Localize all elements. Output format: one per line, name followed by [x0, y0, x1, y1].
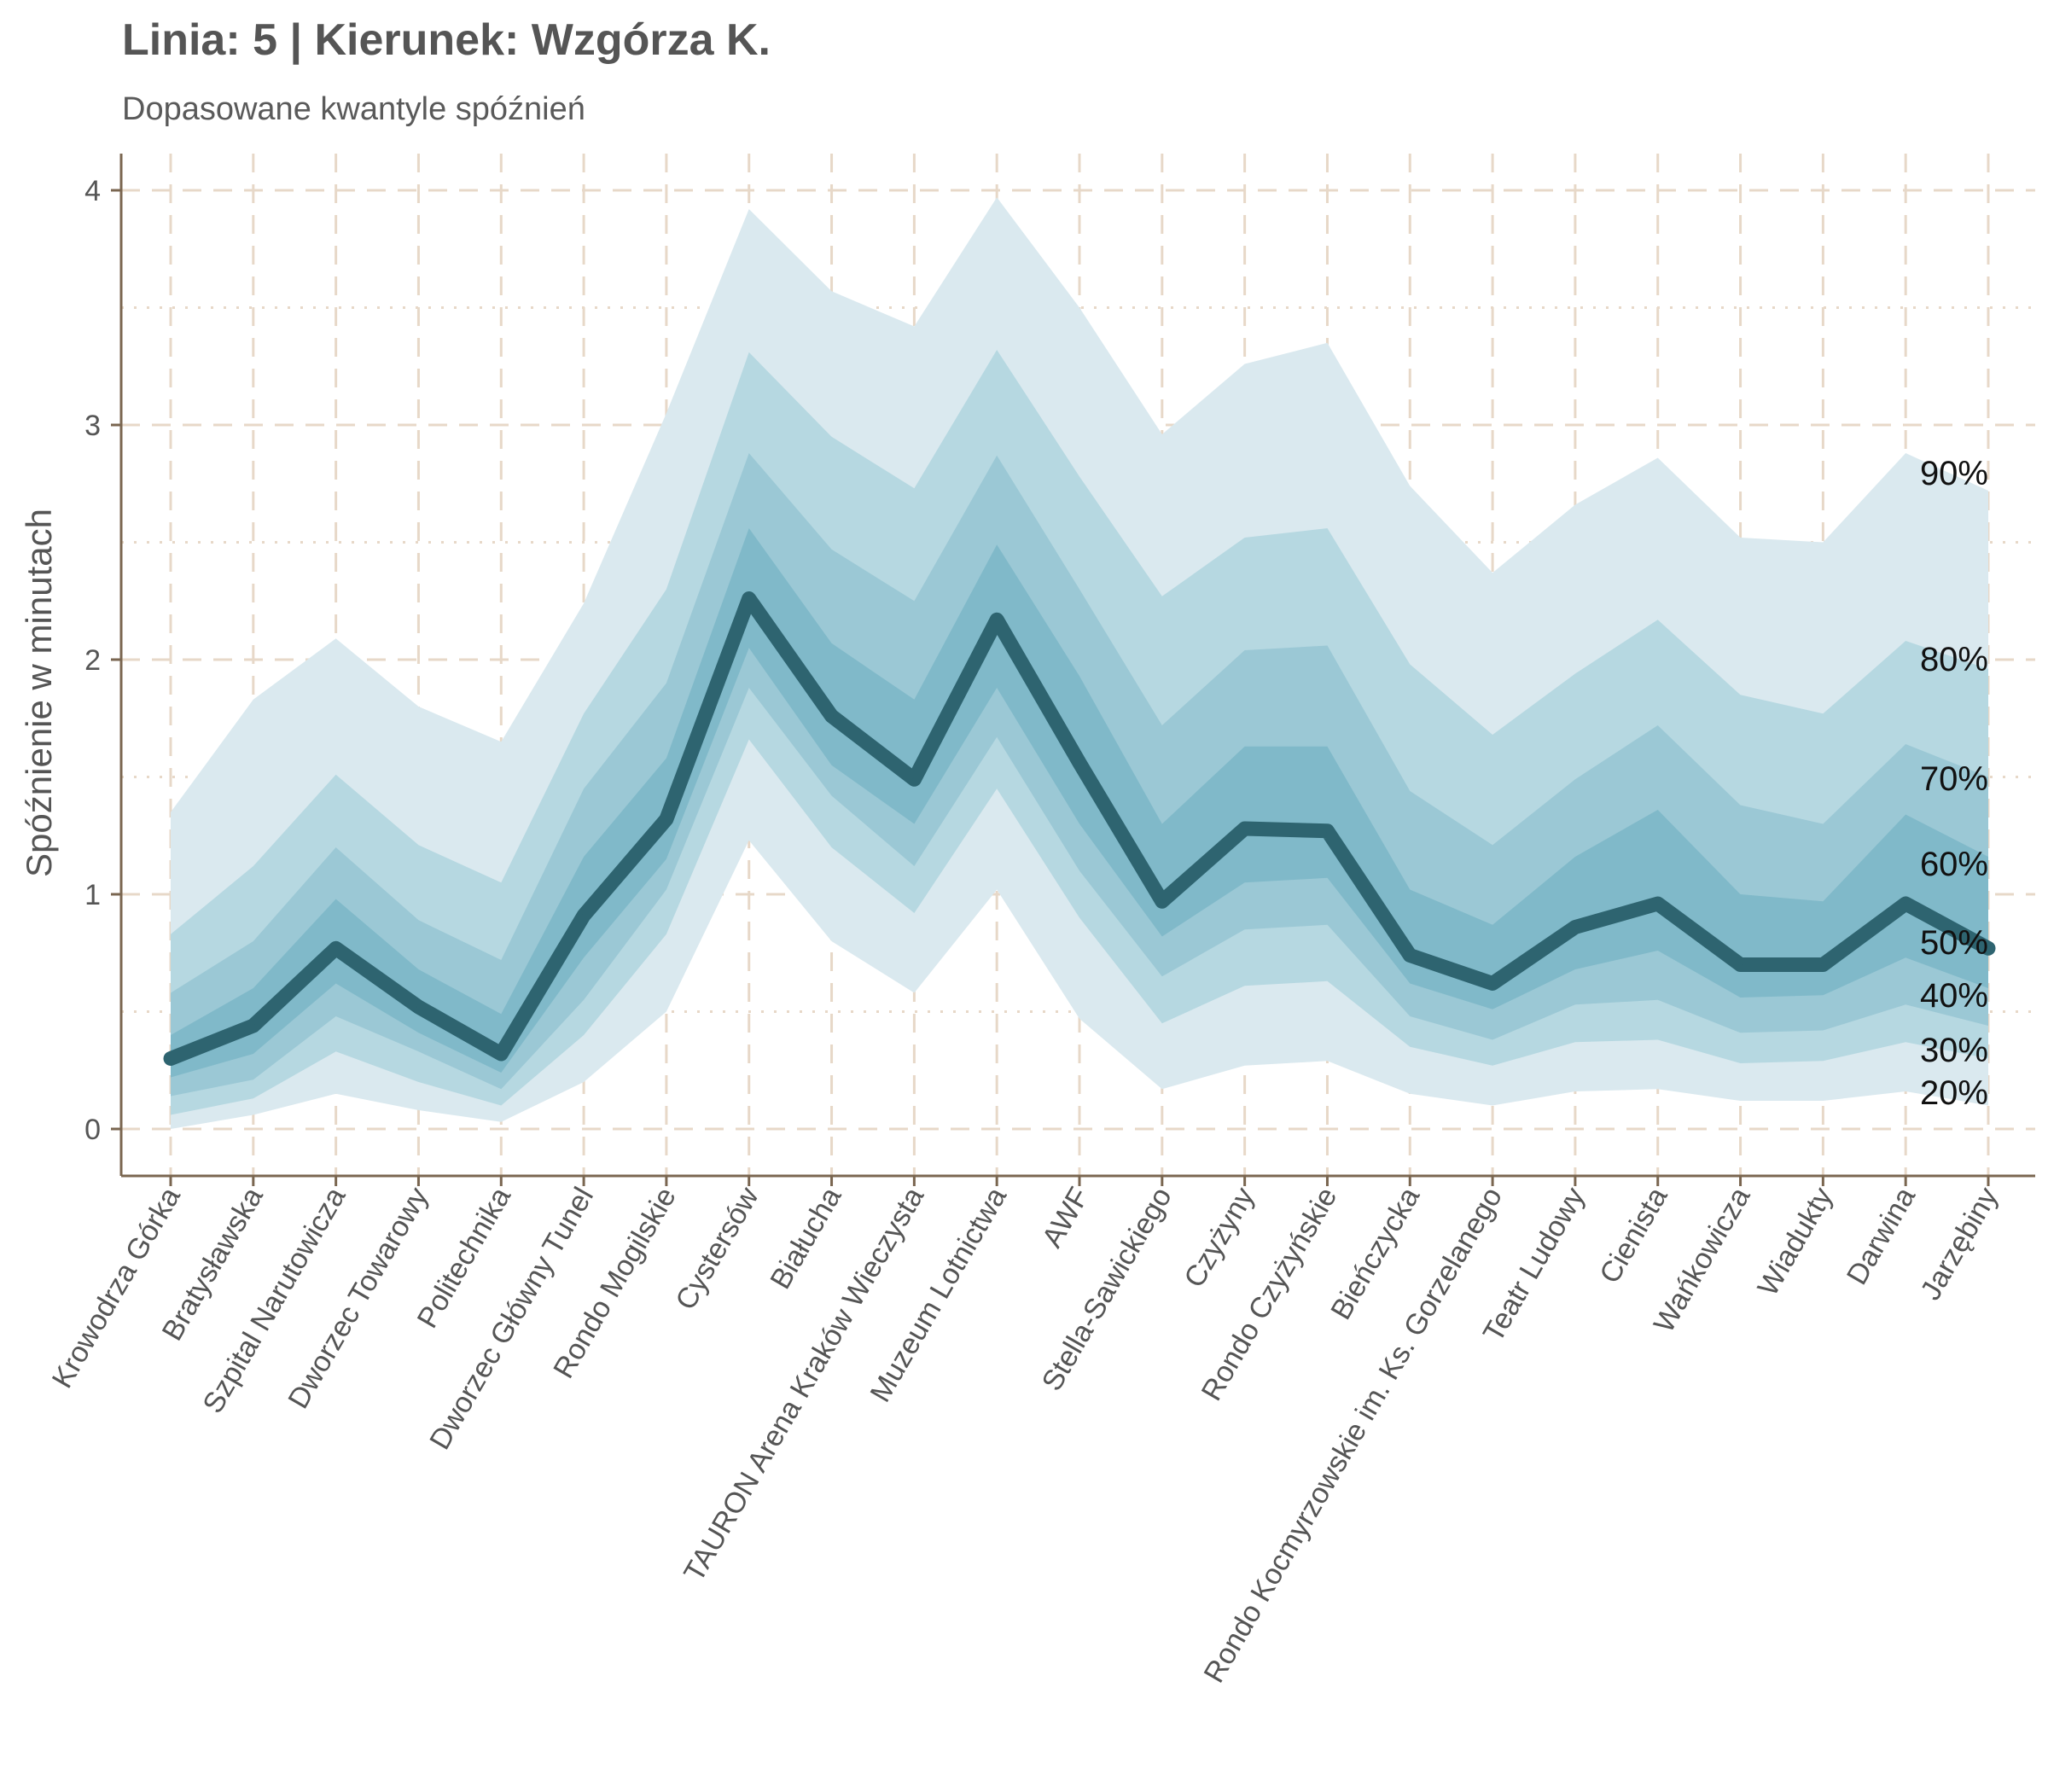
median-point: [995, 618, 999, 622]
x-tick-label: Jarzębiny: [1914, 1182, 2004, 1306]
quantile-label: 70%: [1920, 760, 1988, 798]
quantile-label: 30%: [1920, 1032, 1988, 1069]
band-40-60: [171, 528, 1988, 1078]
quantile-label: 50%: [1920, 924, 1988, 962]
median-point: [1242, 827, 1247, 830]
x-tick-label: Rondo Kocmyrzowskie im. Ks. Gorzelanego: [1197, 1182, 1509, 1688]
x-tick-label: Krowodrza Górka: [46, 1182, 187, 1393]
median-point: [1821, 963, 1825, 967]
median-point: [1160, 899, 1164, 904]
x-tick-label: Dworzec Główny Tunel: [423, 1182, 600, 1455]
quantile-label: 80%: [1920, 641, 1988, 678]
y-tick-label: 0: [84, 1114, 101, 1146]
median-point: [1904, 902, 1908, 905]
median-point: [1738, 963, 1743, 967]
quantile-label: 60%: [1920, 846, 1988, 883]
x-tick-label: Darwina: [1841, 1182, 1922, 1290]
median-point: [1491, 981, 1495, 986]
median-point: [1573, 925, 1577, 929]
median-point: [416, 1005, 421, 1009]
quantile-bands: [171, 197, 1988, 1129]
chart-title: Linia: 5 | Kierunek: Wzgórza K.: [122, 15, 771, 65]
x-tick-label: Wiadukty: [1751, 1182, 1839, 1301]
x-tick-label: Cienista: [1593, 1182, 1673, 1289]
median-point: [582, 913, 586, 917]
median-point: [829, 714, 834, 718]
median-point: [251, 1024, 255, 1027]
median-point: [334, 946, 338, 951]
quantile-label: 40%: [1920, 977, 1988, 1015]
median-point: [1655, 902, 1660, 905]
quantile-label: 90%: [1920, 455, 1988, 492]
x-tick-label: Cystersów: [669, 1182, 765, 1316]
median-point: [747, 596, 751, 601]
median-point: [1325, 829, 1329, 833]
y-ticks: 0 1 2 3 4: [84, 175, 121, 1146]
median-line-layer: [163, 591, 1996, 1066]
y-tick-label: 2: [84, 644, 101, 677]
y-tick-label: 1: [84, 879, 101, 911]
y-axis-label: Spóźnienie w minutach: [19, 509, 59, 877]
median-point: [1987, 946, 1990, 951]
x-tick-label: AWF: [1036, 1182, 1096, 1253]
median-point: [169, 1056, 172, 1061]
median-point: [1408, 953, 1412, 957]
quantile-labels: 90% 80% 70% 60% 50% 40% 30% 20%: [1920, 455, 1988, 1112]
median-point: [499, 1052, 503, 1056]
median-point: [664, 817, 668, 821]
median-point: [912, 777, 916, 782]
y-tick-label: 3: [84, 410, 101, 442]
quantile-label: 20%: [1920, 1074, 1988, 1112]
chart-subtitle: Dopasowane kwantyle spóźnień: [122, 91, 585, 127]
x-tick-label: Czyżyny: [1178, 1182, 1260, 1293]
x-tick-label: Białucha: [764, 1182, 847, 1295]
median-point: [1078, 761, 1081, 765]
y-tick-label: 4: [84, 175, 101, 207]
